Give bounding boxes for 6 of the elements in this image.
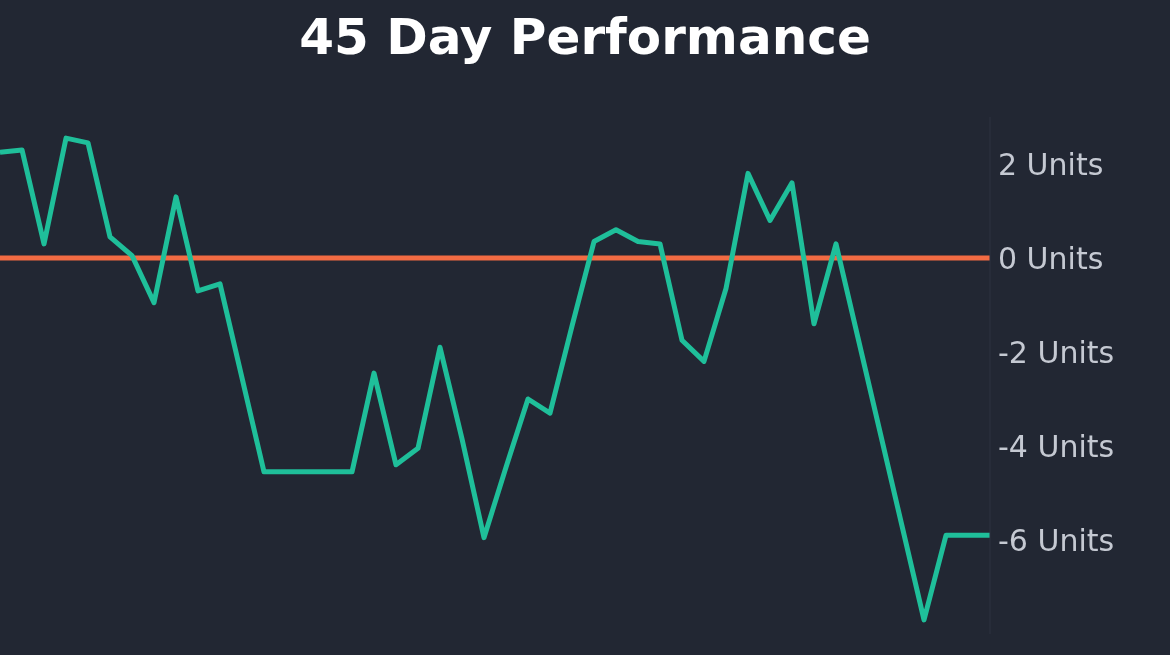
y-tick-label: -4 Units xyxy=(998,428,1115,464)
y-tick-label: 0 Units xyxy=(998,240,1104,276)
y-tick-label: -6 Units xyxy=(998,522,1115,558)
y-tick-label: 2 Units xyxy=(998,146,1104,182)
y-tick-label: -2 Units xyxy=(998,334,1115,370)
chart-title: 45 Day Performance xyxy=(298,8,872,66)
